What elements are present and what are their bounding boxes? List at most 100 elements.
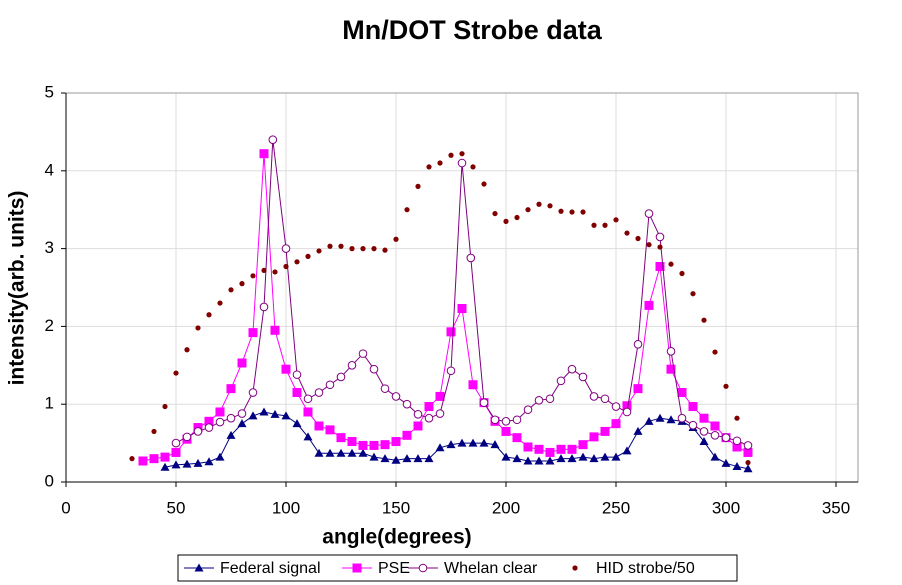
data-point [294, 259, 300, 265]
data-point [578, 440, 588, 450]
data-point [424, 413, 434, 423]
legend-item: Whelan clear [408, 560, 538, 577]
data-point [545, 394, 555, 404]
data-point [129, 456, 135, 462]
data-point [479, 438, 489, 447]
data-point [655, 261, 665, 271]
data-point [589, 454, 599, 463]
data-point [435, 443, 445, 452]
chart-title: Mn/DOT Strobe data [342, 15, 602, 45]
data-point [622, 446, 632, 455]
data-point [525, 207, 531, 213]
legend-marker [418, 563, 428, 573]
data-point [248, 388, 258, 397]
data-point [382, 247, 388, 253]
data-point [666, 364, 676, 374]
data-point [402, 430, 412, 440]
data-point [292, 370, 302, 379]
data-point [270, 409, 280, 418]
legend-item: PSE [342, 560, 410, 577]
data-point [215, 407, 225, 417]
data-point [545, 456, 555, 465]
data-point [204, 423, 214, 432]
data-point [171, 438, 181, 448]
data-point [259, 149, 269, 159]
data-point [644, 416, 654, 425]
data-point [215, 417, 225, 427]
data-point [503, 218, 509, 224]
data-point [446, 327, 456, 337]
data-point [402, 454, 412, 463]
data-point [479, 398, 489, 407]
data-point [501, 417, 511, 426]
y-tick-label: 5 [45, 82, 54, 101]
data-point [578, 452, 588, 461]
data-point [182, 459, 192, 468]
data-point [721, 433, 731, 442]
data-point [248, 411, 258, 420]
data-point [655, 413, 665, 422]
data-point [393, 236, 399, 242]
data-point [327, 243, 333, 249]
data-point [349, 246, 355, 252]
legend-label: Whelan clear [444, 560, 538, 577]
legend-marker [572, 565, 578, 571]
data-point [413, 410, 423, 419]
data-point [512, 415, 522, 425]
data-point [734, 415, 740, 421]
data-point [600, 394, 610, 404]
data-point [303, 394, 313, 404]
data-point [151, 428, 157, 435]
data-point [591, 222, 597, 228]
data-point [534, 396, 544, 405]
data-point [226, 413, 236, 423]
legend-label: PSE [378, 560, 410, 577]
data-point [732, 436, 742, 446]
data-point [710, 421, 720, 431]
data-point [237, 409, 247, 418]
data-point [171, 447, 181, 457]
data-point [468, 380, 478, 390]
data-point [457, 304, 467, 314]
data-point [611, 452, 621, 461]
data-point [710, 452, 720, 461]
data-point [193, 427, 203, 436]
data-point [723, 383, 729, 389]
data-point [490, 440, 500, 449]
data-point [281, 411, 291, 420]
data-point [182, 432, 192, 442]
data-point [567, 444, 577, 454]
data-point [149, 454, 159, 464]
data-point [558, 208, 564, 214]
data-point [369, 440, 379, 450]
data-point [314, 448, 324, 457]
data-point [358, 349, 368, 358]
data-point [567, 364, 577, 374]
data-point [523, 442, 533, 452]
data-point [512, 433, 522, 443]
data-point [402, 399, 412, 409]
data-point [523, 456, 533, 465]
data-point [743, 464, 753, 473]
data-point [226, 430, 236, 439]
data-point [347, 437, 357, 447]
data-point [523, 405, 533, 414]
data-point [305, 253, 311, 259]
x-tick-label: 200 [492, 498, 520, 517]
data-point [677, 388, 687, 398]
legend-box [177, 554, 738, 582]
data-point [622, 401, 632, 411]
data-point [325, 425, 335, 435]
data-point [292, 388, 302, 398]
data-point [688, 420, 698, 430]
data-point [228, 287, 234, 293]
x-axis-label: angle(degrees) [322, 526, 471, 549]
data-point [358, 440, 368, 450]
data-point [600, 426, 610, 436]
data-point [369, 452, 379, 461]
data-point [391, 437, 401, 447]
x-tick-label: 150 [382, 498, 410, 517]
data-point [514, 214, 520, 221]
data-point [556, 454, 566, 463]
legend-item: HID strobe/50 [572, 560, 695, 577]
